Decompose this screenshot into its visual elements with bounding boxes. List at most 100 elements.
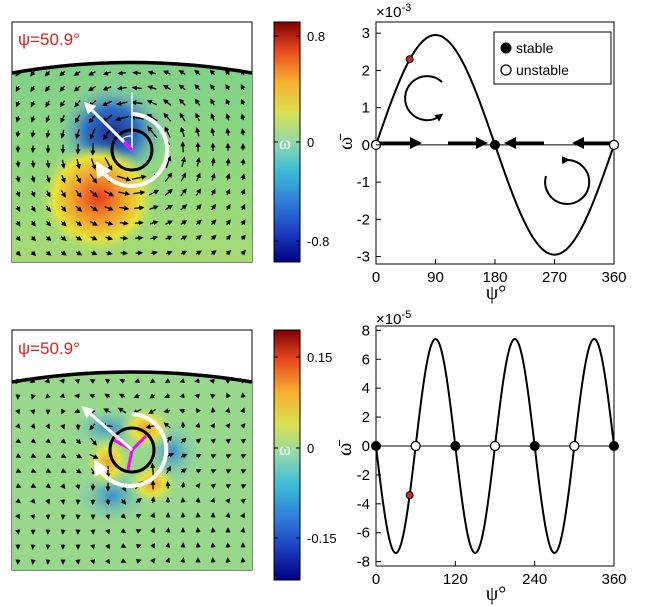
- y-tick-label: -1: [357, 174, 370, 191]
- velocity-arrow: [75, 158, 81, 170]
- velocity-arrow: [150, 496, 156, 504]
- velocity-arrow: [31, 393, 36, 400]
- velocity-arrow: [89, 205, 98, 212]
- velocity-arrow: [180, 219, 188, 226]
- velocity-arrow: [164, 188, 174, 197]
- velocity-arrow: [147, 85, 157, 91]
- velocity-arrow: [131, 174, 147, 180]
- velocity-arrow: [209, 83, 216, 91]
- velocity-arrow: [75, 174, 81, 184]
- velocity-arrow: [209, 69, 216, 76]
- velocity-arrow: [195, 112, 201, 122]
- velocity-arrow: [88, 85, 97, 92]
- velocity-arrow: [90, 235, 98, 241]
- velocity-arrow: [105, 528, 110, 535]
- free-surface-line: [12, 60, 252, 75]
- velocity-arrow: [180, 481, 186, 488]
- velocity-arrow: [165, 155, 172, 169]
- velocity-arrow: [150, 512, 156, 518]
- velocity-arrow: [195, 172, 201, 182]
- x-tick-label: 270: [542, 269, 567, 286]
- unstable-marker-icon: [500, 64, 512, 76]
- velocity-arrow: [132, 408, 142, 414]
- velocity-arrow: [194, 69, 201, 76]
- velocity-arrow: [257, 455, 259, 456]
- velocity-arrow: [240, 498, 246, 504]
- velocity-arrow: [180, 204, 188, 211]
- velocity-arrow: [45, 453, 52, 458]
- velocity-arrow: [45, 468, 52, 473]
- velocity-arrow: [89, 174, 98, 184]
- y-tick-label: -4: [357, 496, 370, 513]
- velocity-arrow: [195, 157, 201, 167]
- velocity-arrow: [257, 71, 259, 74]
- velocity-arrow: [76, 468, 82, 474]
- magenta-marker: [126, 449, 134, 471]
- velocity-arrow: [179, 378, 186, 383]
- velocity-arrow: [210, 234, 217, 241]
- velocity-arrow: [131, 85, 142, 91]
- velocity-arrow: [240, 173, 246, 181]
- velocity-arrow: [210, 112, 216, 121]
- velocity-arrow: [133, 393, 141, 399]
- x-tick-label: 360: [601, 269, 626, 286]
- velocity-arrow: [240, 438, 247, 444]
- velocity-arrow: [117, 407, 127, 414]
- velocity-arrow: [60, 220, 67, 227]
- velocity-arrow: [76, 267, 80, 269]
- velocity-arrow: [61, 408, 66, 415]
- velocity-arrow: [74, 114, 81, 124]
- velocity-arrow: [195, 422, 201, 429]
- velocity-arrow: [165, 250, 173, 256]
- velocity-arrow: [135, 558, 142, 564]
- velocity-arrow: [47, 267, 50, 269]
- velocity-arrow: [90, 250, 98, 256]
- velocity-arrow: [240, 234, 246, 241]
- velocity-arrow: [44, 378, 50, 384]
- velocity-arrow: [180, 453, 188, 459]
- velocity-arrow: [45, 220, 52, 227]
- velocity-arrow: [103, 190, 115, 197]
- velocity-arrow: [257, 500, 259, 501]
- velocity-arrow: [15, 483, 22, 488]
- velocity-arrow: [89, 393, 95, 399]
- velocity-arrow: [147, 70, 157, 76]
- velocity-arrow: [45, 205, 51, 213]
- free-surface-line: [12, 370, 252, 384]
- velocity-arrow: [30, 175, 36, 183]
- velocity-arrow: [74, 408, 81, 413]
- velocity-arrow: [105, 235, 114, 241]
- x-tick-label: 240: [522, 571, 547, 588]
- velocity-arrow: [225, 69, 231, 76]
- velocity-arrow: [15, 130, 21, 138]
- x-axis-label: ψ°: [486, 282, 507, 304]
- velocity-arrow: [257, 515, 259, 517]
- velocity-arrow: [45, 423, 51, 430]
- velocity-arrow: [225, 219, 231, 226]
- velocity-arrow: [105, 250, 113, 256]
- velocity-arrow: [60, 453, 67, 458]
- velocity-arrow: [90, 437, 97, 446]
- velocity-arrow: [257, 425, 259, 427]
- velocity-arrow: [15, 498, 21, 504]
- y-tick-label: 8: [362, 322, 370, 339]
- velocity-arrow: [180, 172, 187, 182]
- velocity-arrow: [225, 454, 232, 459]
- colorbar-tick: -0.8: [307, 234, 329, 249]
- velocity-arrow: [102, 85, 112, 91]
- velocity-arrow: [15, 100, 21, 108]
- velocity-arrow: [30, 115, 36, 123]
- velocity-arrow: [224, 379, 231, 384]
- velocity-arrow: [180, 126, 186, 138]
- velocity-arrow: [104, 220, 114, 226]
- velocity-arrow: [210, 172, 216, 181]
- velocity-arrow: [152, 575, 154, 577]
- velocity-arrow: [15, 221, 21, 227]
- velocity-arrow: [15, 453, 22, 458]
- velocity-arrow: [195, 454, 202, 459]
- velocity-arrow: [150, 542, 156, 549]
- velocity-arrow: [45, 115, 51, 123]
- y-tick-label: -8: [357, 554, 370, 571]
- velocity-arrow: [257, 485, 259, 486]
- velocity-arrow: [29, 378, 36, 384]
